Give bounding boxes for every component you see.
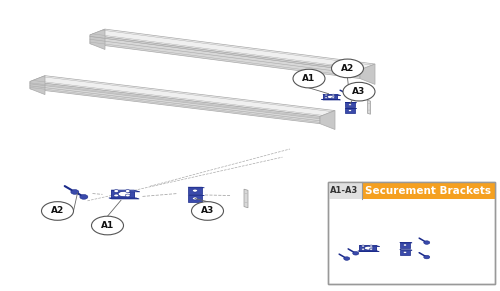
Circle shape: [403, 251, 407, 253]
Circle shape: [126, 190, 130, 192]
Circle shape: [370, 248, 373, 250]
Polygon shape: [345, 102, 356, 103]
Circle shape: [114, 190, 118, 192]
Polygon shape: [188, 187, 202, 194]
Polygon shape: [30, 76, 335, 116]
Circle shape: [348, 110, 352, 112]
Circle shape: [353, 252, 359, 255]
Polygon shape: [360, 245, 376, 251]
Polygon shape: [323, 94, 337, 99]
Circle shape: [362, 248, 365, 250]
Text: A1-A3: A1-A3: [330, 186, 358, 195]
Circle shape: [332, 97, 334, 99]
Polygon shape: [360, 245, 380, 246]
Polygon shape: [30, 81, 320, 124]
Ellipse shape: [118, 191, 130, 197]
Circle shape: [293, 69, 325, 88]
Text: A3: A3: [201, 207, 214, 215]
Text: A3: A3: [352, 87, 366, 96]
Text: Securement Brackets: Securement Brackets: [365, 186, 491, 196]
Circle shape: [192, 189, 198, 192]
Circle shape: [114, 194, 118, 197]
Polygon shape: [400, 242, 410, 248]
FancyBboxPatch shape: [328, 182, 495, 199]
Circle shape: [332, 59, 364, 78]
Polygon shape: [345, 108, 355, 113]
Polygon shape: [111, 190, 134, 198]
Polygon shape: [30, 76, 45, 95]
Polygon shape: [90, 29, 375, 70]
Circle shape: [92, 216, 124, 235]
Polygon shape: [188, 195, 204, 196]
Polygon shape: [400, 250, 410, 255]
Text: A2: A2: [51, 207, 64, 215]
Ellipse shape: [327, 95, 335, 99]
Circle shape: [192, 202, 224, 220]
Circle shape: [370, 245, 373, 247]
Polygon shape: [323, 94, 341, 95]
Circle shape: [324, 94, 328, 96]
Circle shape: [344, 257, 350, 260]
Circle shape: [348, 104, 352, 106]
Polygon shape: [244, 189, 248, 208]
Polygon shape: [188, 195, 202, 202]
Circle shape: [343, 82, 375, 101]
Circle shape: [324, 97, 328, 99]
Circle shape: [403, 244, 407, 246]
Polygon shape: [188, 187, 204, 188]
Polygon shape: [90, 29, 105, 49]
Polygon shape: [368, 100, 370, 114]
Circle shape: [424, 255, 430, 259]
Text: A1: A1: [101, 221, 114, 230]
Polygon shape: [111, 190, 140, 192]
Polygon shape: [358, 251, 380, 252]
Circle shape: [126, 194, 130, 197]
Polygon shape: [109, 198, 139, 199]
Polygon shape: [400, 242, 412, 243]
Polygon shape: [345, 108, 356, 109]
Polygon shape: [345, 102, 355, 107]
Circle shape: [345, 92, 350, 96]
Circle shape: [424, 241, 430, 244]
FancyBboxPatch shape: [328, 182, 362, 199]
Polygon shape: [90, 35, 360, 79]
Circle shape: [352, 90, 358, 93]
Polygon shape: [322, 99, 340, 100]
Polygon shape: [320, 111, 335, 129]
Text: A2: A2: [341, 64, 354, 73]
Circle shape: [192, 197, 198, 200]
FancyBboxPatch shape: [328, 182, 495, 284]
Circle shape: [80, 195, 88, 199]
Circle shape: [332, 94, 334, 96]
Ellipse shape: [364, 246, 373, 250]
Circle shape: [362, 245, 365, 247]
Circle shape: [42, 202, 74, 220]
Text: A1: A1: [302, 74, 316, 83]
Circle shape: [71, 190, 79, 194]
Polygon shape: [360, 64, 375, 84]
